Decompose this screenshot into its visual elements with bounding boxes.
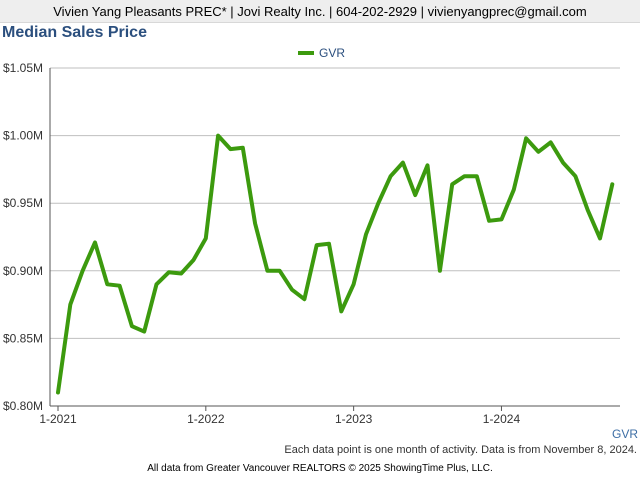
- x-tick-label: 1-2023: [335, 412, 373, 426]
- contact-header: Vivien Yang Pleasants PREC* | Jovi Realt…: [0, 0, 640, 23]
- region-tag: GVR: [611, 427, 638, 441]
- axes: $0.80M $0.85M $0.90M $0.95M $1.00M $1.05M 1-20…: [3, 61, 620, 426]
- series-layer: [56, 133, 615, 395]
- data-note: Each data point is one month of activity…: [284, 444, 637, 456]
- y-tick-label: $0.80M: [3, 399, 43, 413]
- series-line-gvr: [56, 133, 615, 395]
- legend-label: GVR: [319, 46, 346, 60]
- y-tick-label: $0.85M: [3, 331, 43, 345]
- x-tick-label: 1-2022: [187, 412, 225, 426]
- x-tick-label: 1-2021: [39, 412, 77, 426]
- copyright-line: All data from Greater Vancouver REALTORS…: [147, 463, 493, 474]
- contact-line: Vivien Yang Pleasants PREC* | Jovi Realt…: [53, 3, 587, 19]
- y-tick-label: $0.95M: [3, 196, 43, 210]
- chart-title: Median Sales Price: [2, 24, 147, 41]
- y-tick-label: $1.05M: [3, 61, 43, 75]
- grid-lines: [50, 67, 620, 407]
- chart-legend: GVR: [298, 46, 345, 60]
- legend-swatch: [298, 51, 314, 55]
- x-tick-label: 1-2024: [483, 412, 521, 426]
- y-tick-label: $1.00M: [3, 129, 43, 143]
- y-tick-label: $0.90M: [3, 264, 43, 278]
